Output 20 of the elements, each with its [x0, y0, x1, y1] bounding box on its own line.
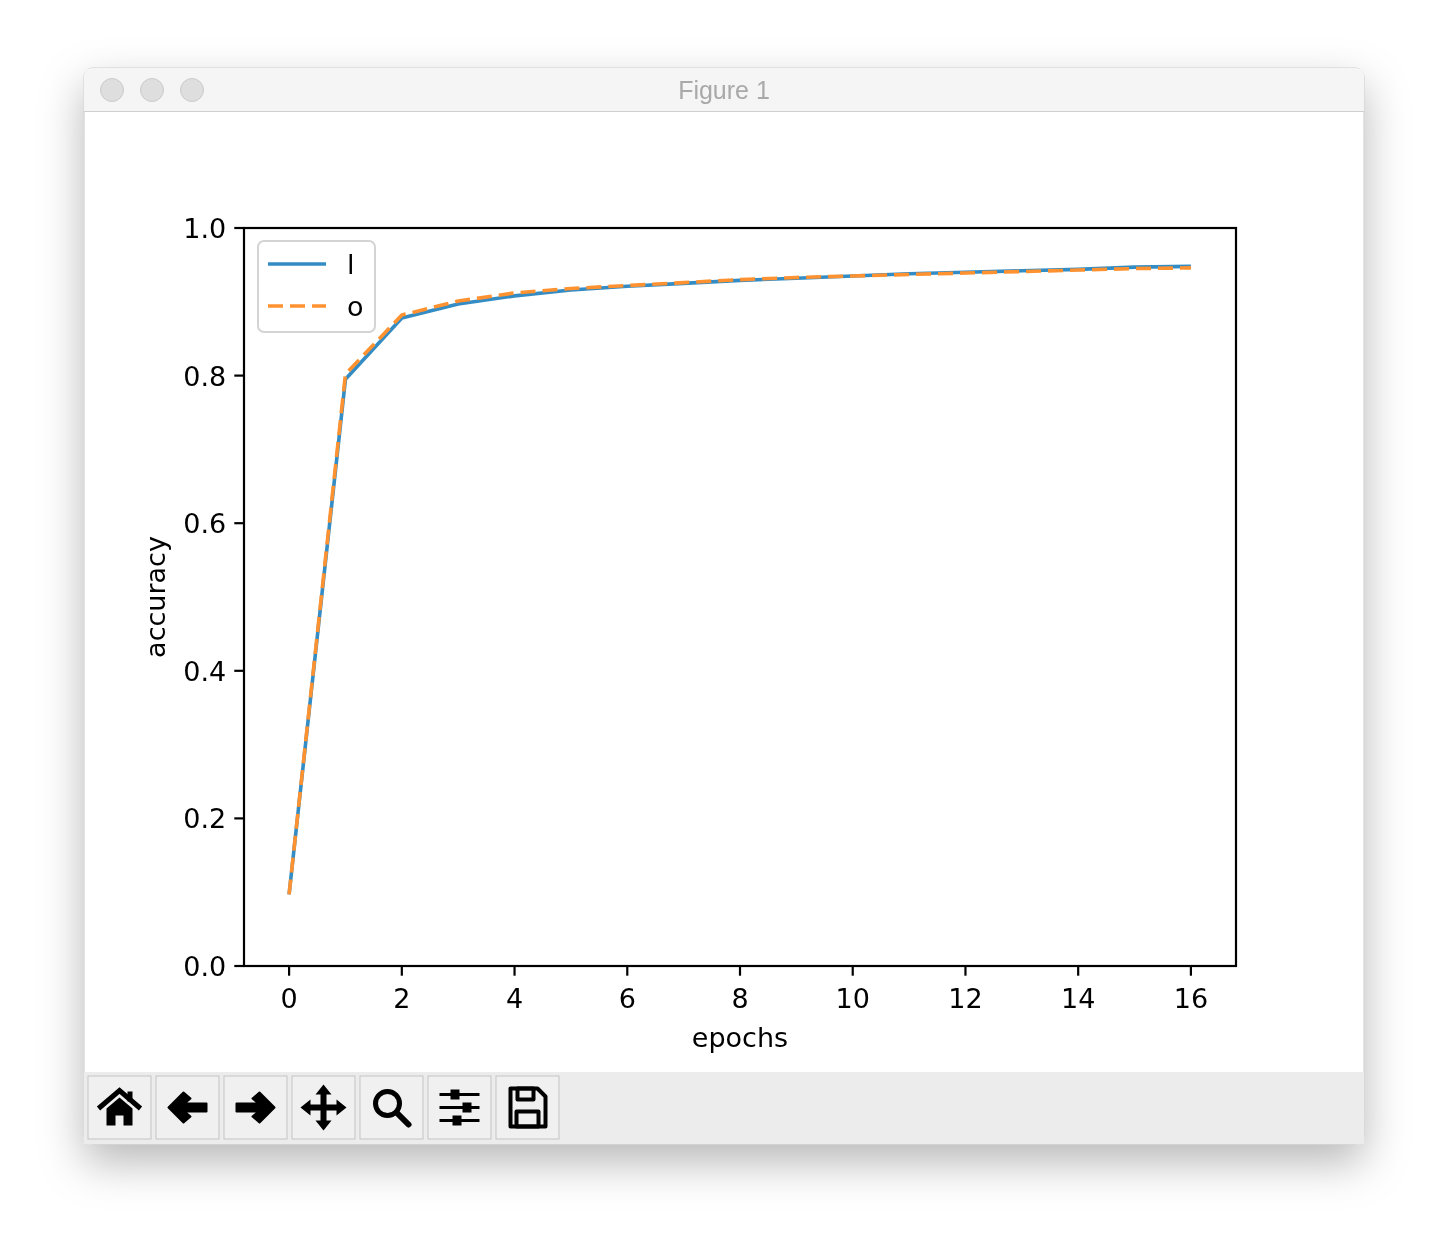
- x-tick-label: 16: [1173, 982, 1209, 1014]
- y-axis-title: accuracy: [140, 536, 171, 658]
- legend-label: l: [347, 249, 355, 280]
- caption: Figure 1: [678, 76, 770, 104]
- x-tick-label: 0: [280, 982, 298, 1014]
- x-axis-title: epochs: [691, 1022, 789, 1053]
- x-tick-label: 14: [1061, 982, 1096, 1014]
- x-tick-label: 6: [618, 982, 636, 1014]
- y-tick-label: 0.4: [183, 655, 227, 687]
- y-tick-label: 0.6: [183, 508, 227, 540]
- x-tick-label: 8: [731, 982, 749, 1014]
- y-tick-label: 1.0: [183, 213, 227, 244]
- y-tick-label: 0.8: [183, 360, 227, 392]
- x-tick-label: 4: [505, 982, 524, 1014]
- x-tick-label: 12: [948, 982, 983, 1014]
- y-tick-label: 0.0: [183, 951, 227, 982]
- x-tick-label: 2: [393, 982, 411, 1014]
- y-tick-label: 0.2: [183, 803, 227, 835]
- legend-label: o: [347, 291, 364, 322]
- x-tick-label: 10: [835, 982, 870, 1014]
